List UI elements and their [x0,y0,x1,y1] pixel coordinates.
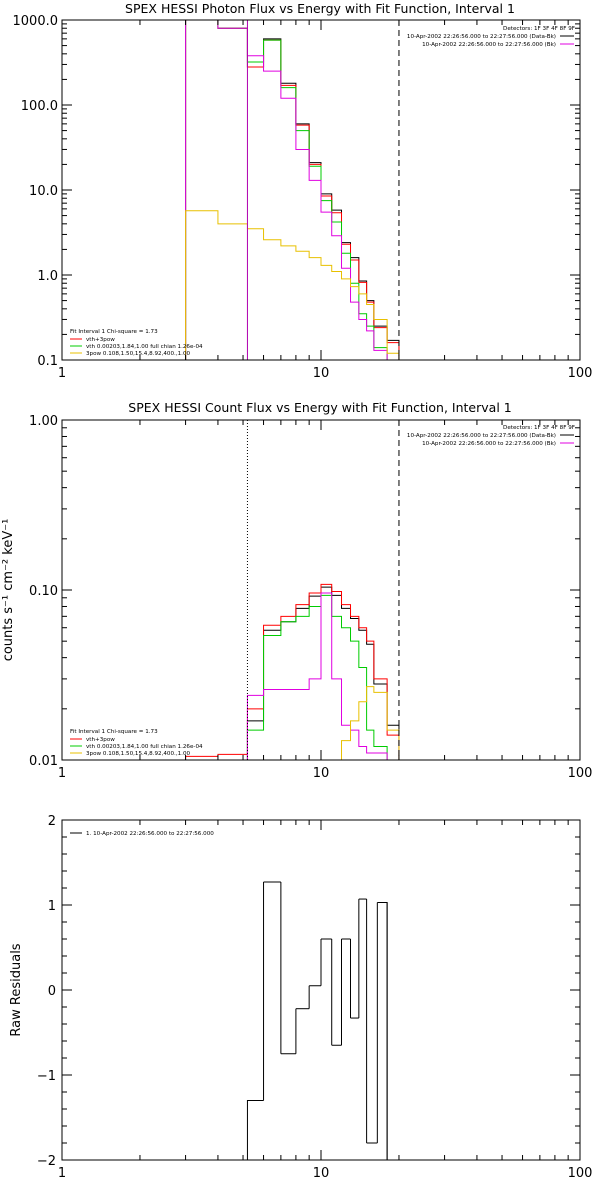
x-tick-label: 1 [58,366,66,381]
y-axis-label: counts s⁻¹ cm⁻² keV⁻¹ [1,519,16,662]
legend-fit-interval: Fit Interval 1 Chi-square = 1.73 [70,729,158,735]
series-line-3 [185,592,399,760]
y-tick-label: 0.01 [29,754,58,769]
residual-step-0 [246,1100,264,1160]
legend-3pow: 3pow 0.108,1.50,15.4,8.92,400.,1.00 [86,351,191,357]
series-line-4 [185,686,400,760]
x-tick-label: 100 [568,366,593,381]
y-tick-label: 1 [48,899,56,914]
x-tick-label: 1 [58,1166,66,1181]
photon-flux-panel: SPEX HESSI Photon Flux vs Energy with Fi… [13,1,593,381]
chart-title: SPEX HESSI Count Flux vs Energy with Fit… [128,400,511,415]
series-line-1 [185,20,400,360]
series-line-3 [185,20,400,360]
time-range-data-bk: 10-Apr-2002 22:26:56.000 to 22:27:56.000… [407,34,556,40]
series-line-1 [185,583,400,760]
series-group [185,420,400,760]
series-group [246,881,388,1160]
y-tick-label: −2 [37,1154,56,1169]
time-range-data-bk: 10-Apr-2002 22:26:56.000 to 22:27:56.000… [407,433,556,439]
time-range-bk: 10-Apr-2002 22:26:56.000 to 22:27:56.000… [422,42,556,48]
plot-frame [61,819,581,1161]
residual-step-11 [377,901,388,1160]
y-tick-label: 100.0 [21,99,58,114]
residuals-panel: 1 10 100 −2 −1 0 1 2 Raw Residuals 1. 10-Apr-20… [9,814,593,1181]
detectors-label: Detectors: 1F 3F 4F 8F 9F [503,26,575,32]
y-tick-label: 1.0 [37,269,58,284]
legend-vth: vth 0.00203,1.84,1.00 full chian 1.26e-0… [86,744,203,750]
legend-vth: vth 0.00203,1.84,1.00 full chian 1.26e-0… [86,344,203,350]
series-line-2 [185,20,400,360]
y-tick-label: 2 [48,814,56,829]
y-tick-label: 0.1 [37,354,58,369]
y-tick-label: 1.00 [29,414,58,429]
y-tick-label: −1 [37,1069,56,1084]
detectors-label: Detectors: 1F 3F 4F 8F 9F [503,425,575,431]
count-flux-panel: SPEX HESSI Count Flux vs Energy with Fit… [1,400,593,781]
y-tick-label: 0 [48,984,56,999]
x-tick-label: 100 [568,766,593,781]
x-tick-label: 10 [313,366,330,381]
series-line-4 [185,210,400,360]
series-line-0 [185,20,400,360]
legend-fit-interval: Fit Interval 1 Chi-square = 1.73 [70,329,158,335]
legend-model: vth+3pow [86,737,115,743]
y-tick-label: 10.0 [29,184,58,199]
x-tick-label: 10 [313,1166,330,1181]
x-tick-label: 100 [568,1166,593,1181]
x-tick-label: 1 [58,766,66,781]
legend-3pow: 3pow 0.108,1.50,15.4,8.92,400.,1.00 [86,751,191,757]
chart-title: SPEX HESSI Photon Flux vs Energy with Fi… [125,1,515,16]
y-tick-label: 1000.0 [13,14,59,29]
legend-model: vth+3pow [86,337,115,343]
x-tick-label: 10 [313,766,330,781]
time-range-bk: 10-Apr-2002 22:26:56.000 to 22:27:56.000… [422,441,556,447]
y-tick-label: 0.10 [29,584,58,599]
legend-entry: 1. 10-Apr-2002 22:26:56.000 to 22:27:56.… [86,831,214,837]
y-axis-label: Raw Residuals [9,943,24,1036]
series-group [185,20,400,360]
